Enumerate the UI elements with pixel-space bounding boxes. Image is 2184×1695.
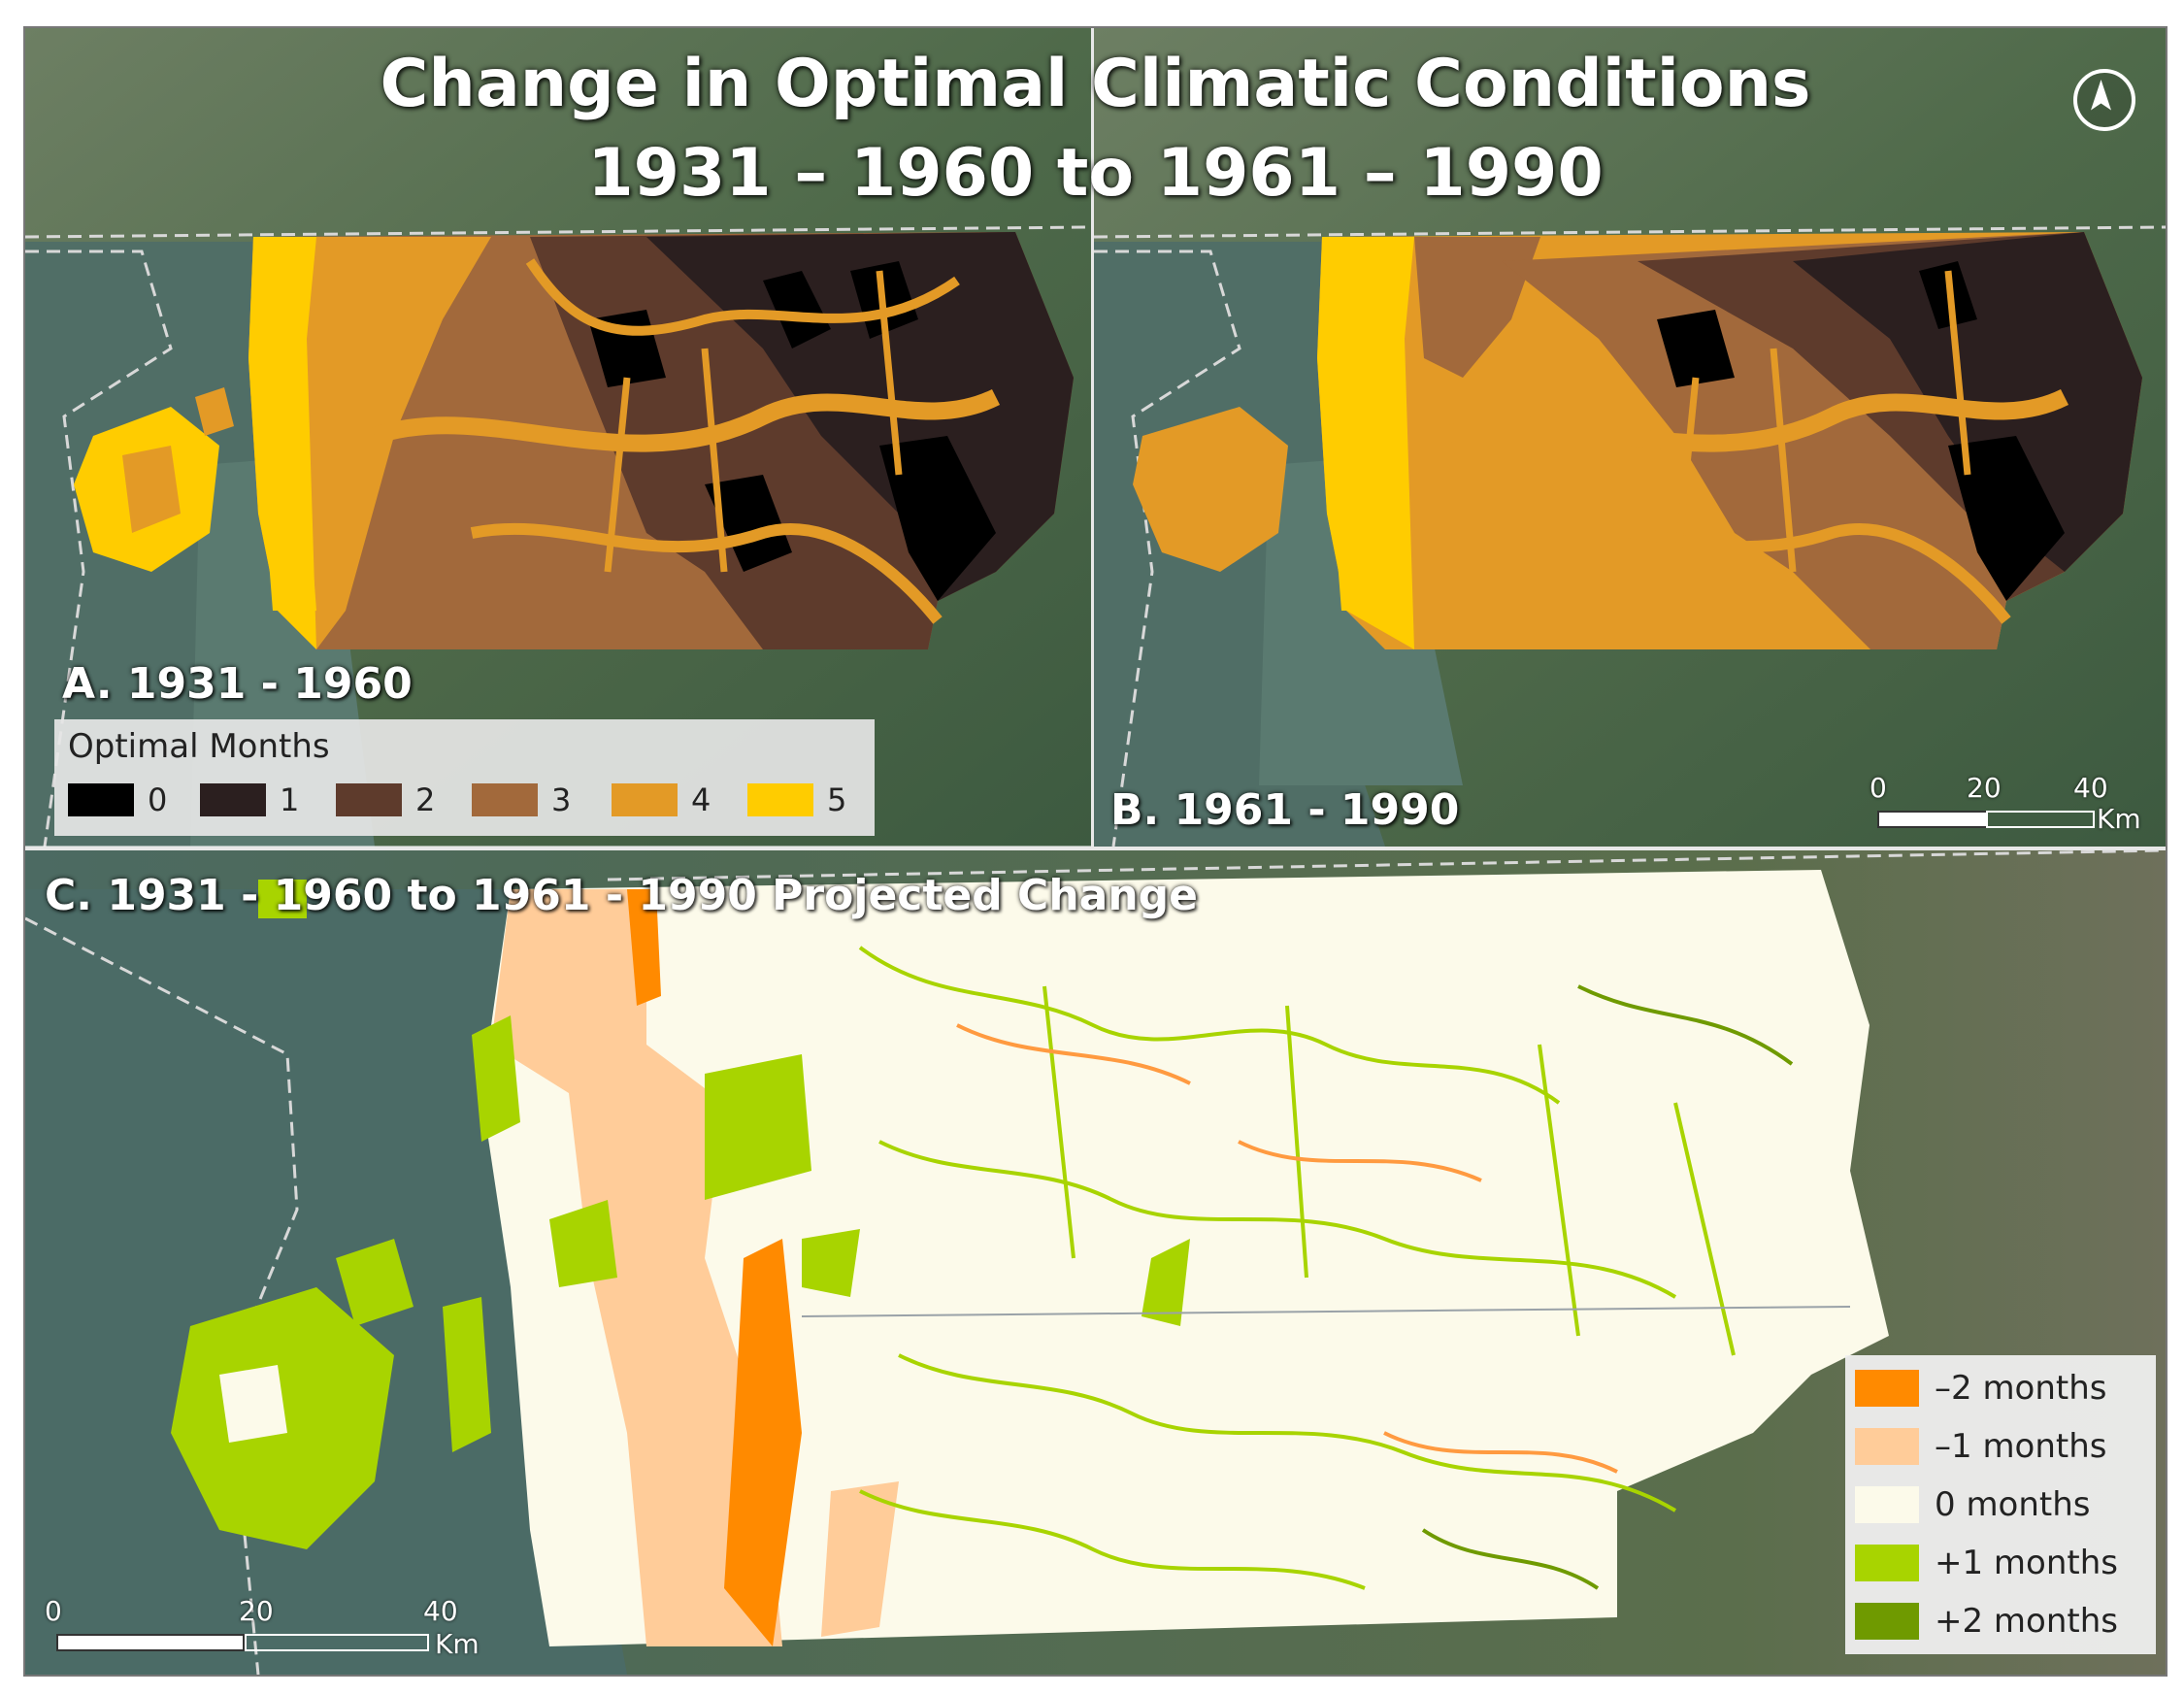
panel-b-label: B. 1961 - 1990: [1110, 785, 1460, 835]
legend-swatch: [1855, 1486, 1919, 1523]
scale-tick: 40: [423, 1595, 458, 1627]
legend-label: 0: [148, 781, 168, 818]
scale-unit: Km: [435, 1628, 480, 1660]
panel-divider-horizontal: [25, 847, 2166, 850]
legend-item: 5: [747, 781, 846, 818]
legend-swatch: [1855, 1545, 1919, 1581]
scale-unit: Km: [2097, 803, 2141, 835]
optimal-months-legend: Optimal Months 0 1 2 3 4 5: [54, 719, 875, 836]
legend-item: 0 months: [1855, 1483, 2091, 1526]
legend-swatch: [612, 783, 678, 816]
legend-swatch: [1855, 1428, 1919, 1465]
legend-label: –1 months: [1935, 1427, 2107, 1466]
panel-divider-vertical: [1091, 28, 1094, 847]
legend-label: 4: [691, 781, 711, 818]
scale-segment: [1877, 811, 1988, 828]
north-arrow-icon: [2073, 69, 2135, 131]
legend-label: +1 months: [1935, 1544, 2118, 1582]
legend-label: –2 months: [1935, 1369, 2107, 1408]
legend-item: +2 months: [1855, 1600, 2118, 1643]
scale-tick: 40: [2073, 772, 2108, 804]
legend-label: +2 months: [1935, 1602, 2118, 1641]
legend-swatch: [747, 783, 813, 816]
panel-c-map: [25, 850, 2166, 1675]
panel-a-map: [25, 28, 1091, 847]
legend-swatch: [68, 783, 134, 816]
scale-tick: 20: [239, 1595, 274, 1627]
panel-a-raster: [25, 28, 1091, 847]
panel-b-raster: [1094, 28, 2166, 847]
legend-label: 0 months: [1935, 1485, 2091, 1524]
panel-b-map: [1094, 28, 2166, 847]
change-legend: –2 months –1 months 0 months +1 months +…: [1845, 1355, 2156, 1654]
legend-label: 2: [415, 781, 436, 818]
legend-item: –2 months: [1855, 1367, 2107, 1410]
scale-segment: [1986, 811, 2095, 828]
scale-bar-top: 0 20 40 Km: [1870, 772, 2161, 849]
legend-swatch: [1855, 1603, 1919, 1640]
legend-swatch: [1855, 1370, 1919, 1407]
map-figure: Change in Optimal Climatic Conditions 19…: [23, 26, 2167, 1677]
scale-tick: 0: [1870, 772, 1887, 804]
legend-item: 2: [336, 781, 435, 818]
legend-swatch: [336, 783, 402, 816]
legend-label: 5: [827, 781, 847, 818]
title-line-2: 1931 – 1960 to 1961 – 1990: [587, 135, 1604, 212]
scale-segment: [245, 1634, 429, 1651]
legend-item: –1 months: [1855, 1425, 2107, 1468]
panel-c-label: C. 1931 - 1960 to 1961 - 1990 Projected …: [45, 871, 1199, 920]
map-title: Change in Optimal Climatic Conditions 19…: [25, 40, 2166, 218]
legend-item: +1 months: [1855, 1542, 2118, 1584]
legend-item: 1: [200, 781, 299, 818]
legend-item: 4: [612, 781, 711, 818]
panel-a-label: A. 1931 - 1960: [62, 659, 413, 709]
title-line-1: Change in Optimal Climatic Conditions: [380, 46, 1811, 122]
scale-tick: 0: [45, 1595, 62, 1627]
scale-segment: [56, 1634, 245, 1651]
legend-label: 1: [280, 781, 300, 818]
legend-label: 3: [551, 781, 572, 818]
legend-swatch: [200, 783, 266, 816]
scale-tick: 20: [1967, 772, 2002, 804]
legend-item: 0: [68, 781, 167, 818]
legend-item: 3: [472, 781, 571, 818]
legend-swatch: [472, 783, 538, 816]
scale-bar-bottom: 0 20 40: [45, 1595, 458, 1673]
panel-c-raster: [25, 850, 2166, 1675]
legend-title: Optimal Months: [68, 727, 330, 766]
